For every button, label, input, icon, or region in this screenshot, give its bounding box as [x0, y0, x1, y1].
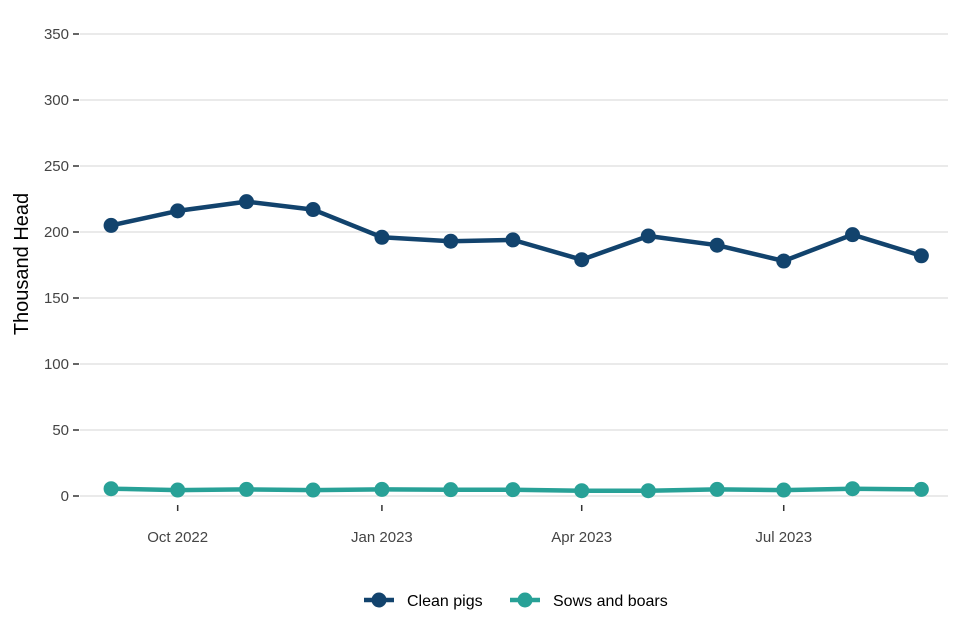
y-tick-label: 150 [44, 290, 69, 307]
data-point-clean-pigs [574, 252, 590, 268]
data-point-clean-pigs [443, 233, 459, 249]
y-tick-label: 200 [44, 224, 69, 241]
data-point-clean-pigs [103, 217, 119, 233]
data-point-clean-pigs [238, 194, 254, 210]
y-tick-label: 350 [44, 26, 69, 43]
legend-label: Sows and boars [553, 593, 668, 610]
data-point-sows-and-boars [374, 481, 390, 497]
data-point-sows-and-boars [170, 482, 186, 498]
data-point-sows-and-boars [574, 483, 590, 499]
data-point-clean-pigs [845, 227, 861, 243]
series-sows-and-boars [103, 481, 929, 499]
legend-item-sows-and-boars: Sows and boars [510, 592, 668, 610]
data-point-clean-pigs [374, 229, 390, 245]
x-tick-label: Jul 2023 [755, 529, 812, 546]
plot-area [103, 194, 929, 499]
data-point-clean-pigs [305, 202, 321, 218]
data-point-clean-pigs [170, 203, 186, 219]
y-tick-label: 50 [52, 422, 69, 439]
data-point-sows-and-boars [238, 481, 254, 497]
y-tick-label: 250 [44, 158, 69, 175]
data-point-sows-and-boars [709, 481, 725, 497]
data-point-sows-and-boars [776, 482, 792, 498]
data-point-sows-and-boars [305, 482, 321, 498]
y-tick-label: 100 [44, 356, 69, 373]
legend-item-clean-pigs: Clean pigs [364, 592, 483, 610]
data-point-clean-pigs [505, 232, 521, 248]
data-point-clean-pigs [709, 237, 725, 253]
y-axis: 0 50 100 150 200 250 300 350 [44, 26, 79, 505]
legend-key-marker [371, 592, 387, 608]
gridlines [80, 33, 948, 497]
x-tick-label: Oct 2022 [147, 529, 208, 546]
x-axis: Oct 2022 Jan 2023 Apr 2023 Jul 2023 [147, 505, 812, 546]
data-point-clean-pigs [640, 228, 656, 244]
series-clean-pigs [103, 194, 929, 269]
x-tick-label: Apr 2023 [551, 529, 612, 546]
data-point-sows-and-boars [103, 481, 119, 497]
legend: Clean pigs Sows and boars [364, 592, 668, 610]
data-point-sows-and-boars [443, 482, 459, 498]
legend-label: Clean pigs [407, 593, 483, 610]
legend-key-marker [517, 592, 533, 608]
data-point-sows-and-boars [640, 483, 656, 499]
data-point-sows-and-boars [505, 482, 521, 498]
y-tick-label: 0 [61, 488, 69, 505]
x-tick-label: Jan 2023 [351, 529, 413, 546]
data-point-clean-pigs [913, 248, 929, 264]
y-axis-title: Thousand Head [11, 193, 33, 335]
data-point-sows-and-boars [913, 481, 929, 497]
y-tick-label: 300 [44, 92, 69, 109]
data-point-sows-and-boars [845, 481, 861, 497]
data-point-clean-pigs [776, 253, 792, 269]
